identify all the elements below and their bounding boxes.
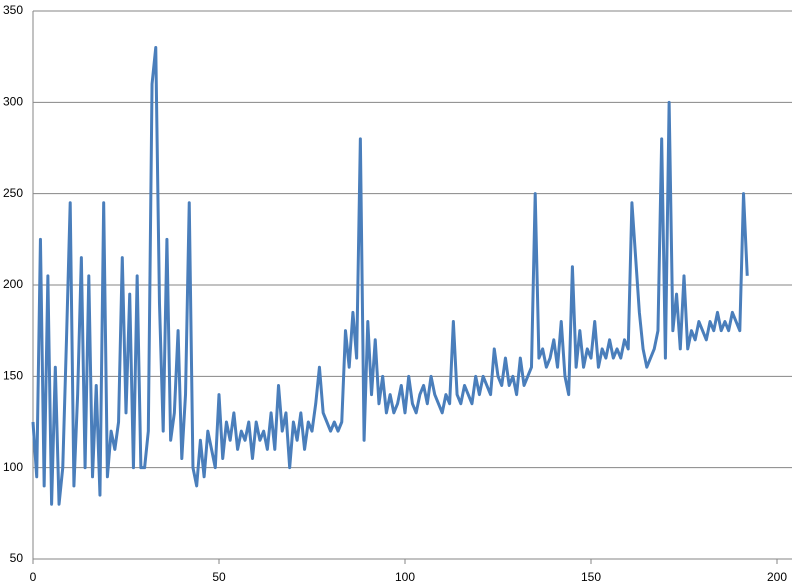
y-tick-label: 250 [3,186,23,200]
x-tick-label: 0 [30,570,37,584]
y-tick-label: 150 [3,369,23,383]
data-line [31,46,749,506]
x-tick-label: 100 [395,570,415,584]
x-tick-label: 200 [767,570,787,584]
x-tick-label: 50 [212,570,226,584]
y-tick-label: 200 [3,277,23,291]
y-tick-label: 50 [10,551,24,565]
x-tick-label: 150 [581,570,601,584]
y-tick-label: 100 [3,460,23,474]
y-tick-label: 300 [3,95,23,109]
y-tick-label: 350 [3,3,23,17]
